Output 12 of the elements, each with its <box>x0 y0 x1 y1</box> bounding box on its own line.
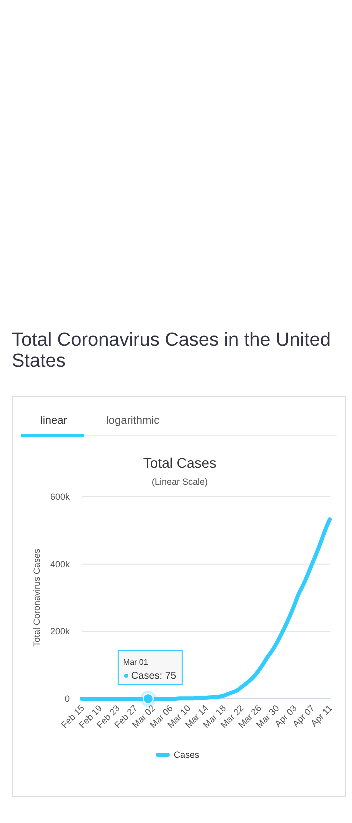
y-tick-label: 600k <box>50 492 70 502</box>
legend-label: Cases <box>174 750 200 760</box>
text: Total Coronavirus Cases in the United States <box>12 330 331 372</box>
annotation: Mar 01 Cases: 75 <box>123 658 177 682</box>
chart-subtitle: (Linear Scale) <box>152 477 208 487</box>
chart-title: Total Cases <box>143 455 217 471</box>
y-tick-label: 0 <box>64 694 70 704</box>
text: logarithmic <box>106 415 160 427</box>
text: linear <box>40 415 68 427</box>
y-axis-title: Total Coronavirus Cases <box>32 548 42 648</box>
y-tick-label: 200k <box>50 626 70 637</box>
y-tick-label: 400k <box>50 559 70 570</box>
